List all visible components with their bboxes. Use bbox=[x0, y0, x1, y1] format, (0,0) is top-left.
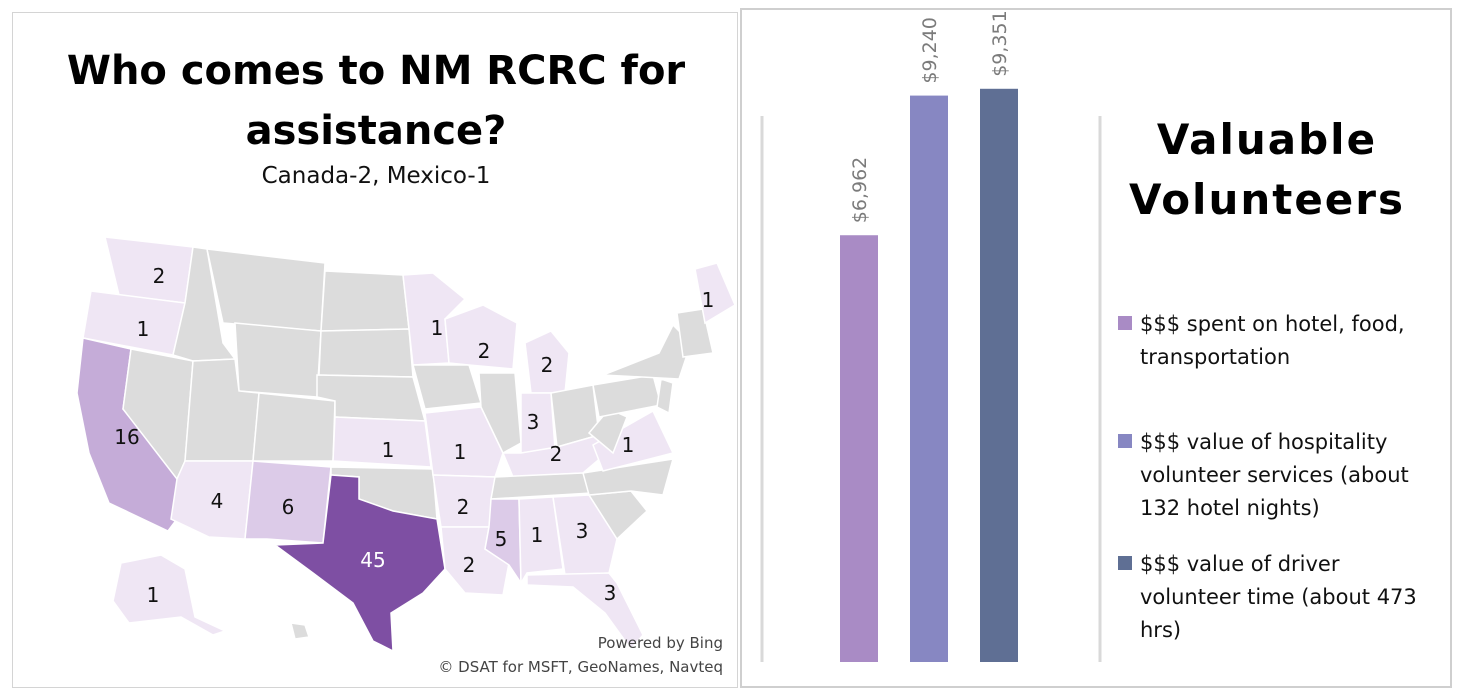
state-il bbox=[478, 372, 522, 455]
state-value-la: 2 bbox=[463, 553, 476, 577]
state-nj bbox=[656, 378, 674, 415]
bar-driver bbox=[980, 88, 1018, 663]
state-wy bbox=[234, 322, 322, 398]
state-wa bbox=[104, 236, 194, 304]
state-wi bbox=[444, 304, 518, 370]
volunteer-bar-chart: $6,962 $9,240 $9,351 bbox=[760, 10, 1102, 663]
state-value-ga: 3 bbox=[576, 519, 589, 543]
map-panel: Who comes to NM RCRC for assistance? Can… bbox=[12, 12, 738, 688]
chart-panel: $6,962 $9,240 $9,351 Valuable Volunteers $… bbox=[740, 8, 1452, 688]
state-va bbox=[592, 409, 675, 472]
bar-hotel bbox=[840, 235, 878, 662]
state-value-tx: 45 bbox=[360, 548, 385, 572]
state-al bbox=[518, 496, 564, 586]
state-mi bbox=[524, 330, 570, 394]
state-ks bbox=[332, 416, 432, 468]
state-value-az: 4 bbox=[211, 489, 224, 513]
state-me bbox=[694, 262, 736, 325]
state-mo bbox=[424, 406, 504, 478]
state-value-ar: 2 bbox=[457, 495, 470, 519]
state-value-al: 1 bbox=[531, 523, 544, 547]
state-nc bbox=[582, 458, 675, 496]
legend-swatch-driver bbox=[1118, 556, 1132, 570]
legend-swatch-hospitality bbox=[1118, 434, 1132, 448]
state-value-ca: 16 bbox=[114, 425, 139, 449]
state-fl bbox=[526, 572, 644, 651]
state-co bbox=[252, 392, 336, 462]
state-value-fl: 3 bbox=[604, 581, 617, 605]
legend-label-driver: $$$ value of driver volunteer time (abou… bbox=[1140, 552, 1417, 642]
bar-group: $6,962 $9,240 $9,351 bbox=[840, 10, 1018, 663]
state-pa bbox=[592, 374, 662, 418]
state-tx bbox=[272, 474, 446, 653]
state-value-mo: 1 bbox=[454, 440, 467, 464]
state-nm bbox=[244, 460, 332, 544]
state-value-nm: 6 bbox=[282, 495, 295, 519]
bar-data-label-driver: $9,351 bbox=[989, 10, 1011, 76]
state-nd bbox=[320, 270, 410, 332]
map-data-sources: © DSAT for MSFT, GeoNames, Navteq bbox=[438, 658, 723, 676]
state-value-in: 3 bbox=[527, 410, 540, 434]
state-value-mi: 2 bbox=[541, 353, 554, 377]
state-hi bbox=[290, 622, 310, 640]
map-title: Who comes to NM RCRC for assistance? bbox=[66, 48, 686, 154]
state-value-or: 1 bbox=[137, 317, 150, 341]
legend-label-hotel: $$$ spent on hotel, food, transportation bbox=[1140, 312, 1405, 369]
bar-data-label-hotel: $6,962 bbox=[849, 157, 871, 223]
state-mt bbox=[206, 248, 326, 332]
state-value-ak: 1 bbox=[147, 583, 160, 607]
state-value-me: 1 bbox=[702, 288, 715, 312]
state-value-wa: 2 bbox=[153, 264, 166, 288]
map-credits: Powered by Bing © DSAT for MSFT, GeoName… bbox=[438, 631, 723, 679]
bar-data-label-hospitality: $9,240 bbox=[919, 17, 941, 83]
state-value-ky: 2 bbox=[550, 442, 563, 466]
legend-swatch-hotel bbox=[1118, 316, 1132, 330]
legend-label-hospitality: $$$ value of hospitality volunteer servi… bbox=[1140, 430, 1409, 520]
state-ny bbox=[602, 323, 692, 380]
chart-title: Valuable Volunteers bbox=[1128, 115, 1406, 224]
state-ak bbox=[112, 554, 228, 636]
state-value-va: 1 bbox=[622, 433, 635, 457]
state-value-mn: 1 bbox=[431, 316, 444, 340]
state-ia bbox=[412, 364, 482, 410]
state-value-ms: 5 bbox=[495, 527, 508, 551]
bar-hospitality bbox=[910, 95, 948, 662]
powered-by-bing: Powered by Bing bbox=[597, 634, 723, 652]
state-sd bbox=[318, 328, 414, 378]
map-subtitle: Canada-2, Mexico-1 bbox=[261, 163, 491, 189]
state-value-ks: 1 bbox=[382, 438, 395, 462]
state-value-wi: 2 bbox=[478, 339, 491, 363]
